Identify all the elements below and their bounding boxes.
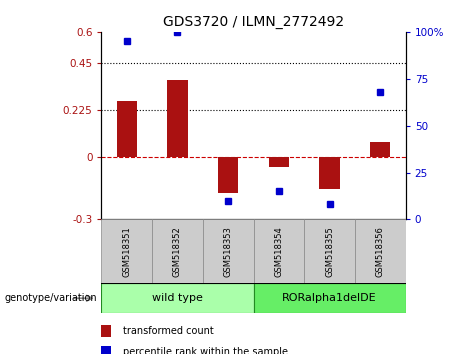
Bar (370, 142, 390, 157)
Bar (355, 219, 406, 283)
Bar (254, 283, 406, 313)
Bar (101, 219, 152, 283)
Bar (101, 346, 111, 354)
Text: GSM518356: GSM518356 (376, 226, 385, 277)
Bar (167, 80, 188, 157)
Text: RORalpha1delDE: RORalpha1delDE (282, 293, 377, 303)
Text: genotype/variation: genotype/variation (5, 293, 97, 303)
Text: percentile rank within the sample: percentile rank within the sample (123, 347, 288, 354)
Bar (101, 325, 111, 337)
Bar (203, 219, 254, 283)
Text: GSM518353: GSM518353 (224, 226, 233, 277)
Bar (304, 219, 355, 283)
Bar (269, 157, 289, 167)
Bar (254, 219, 304, 283)
Bar (117, 101, 137, 157)
Text: GSM518351: GSM518351 (122, 226, 131, 277)
Title: GDS3720 / ILMN_2772492: GDS3720 / ILMN_2772492 (163, 16, 344, 29)
Bar (319, 157, 340, 189)
Bar (101, 283, 254, 313)
Text: transformed count: transformed count (123, 326, 213, 336)
Bar (152, 219, 203, 283)
Text: GSM518354: GSM518354 (274, 226, 284, 277)
Text: GSM518355: GSM518355 (325, 226, 334, 277)
Text: GSM518352: GSM518352 (173, 226, 182, 277)
Bar (218, 157, 238, 193)
Text: wild type: wild type (152, 293, 203, 303)
